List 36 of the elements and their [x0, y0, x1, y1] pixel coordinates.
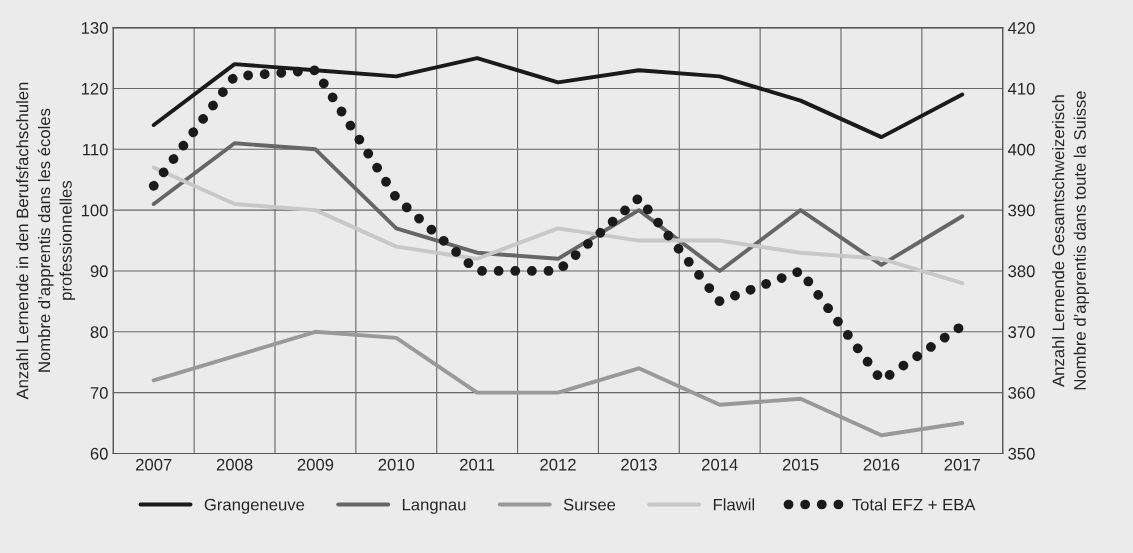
y2-tick-label: 410 [1007, 82, 1035, 95]
y-axis-title: Anzahl Lernende in den Berufsfachschulen Nombre d’apprentis dans les écoles professionnelles [16, 82, 76, 400]
legend-label: Flawil [713, 498, 755, 511]
x-tick-label: 2007 [136, 458, 172, 471]
line-series [151, 329, 965, 438]
y-tick-label: 130 [81, 22, 108, 34]
line-series [151, 165, 965, 286]
y2-tick-label: 390 [1008, 204, 1035, 217]
y2-tick-label: 350 [1008, 447, 1035, 460]
y-tick-label: 80 [90, 326, 108, 338]
legend-label: Grangeneuve [204, 498, 305, 514]
x-tick-label: 2008 [216, 458, 253, 471]
x-tick-label: 2013 [621, 458, 657, 471]
x-tick-label: 2015 [782, 458, 819, 471]
y-tick-label: 90 [90, 265, 108, 278]
x-tick-label: 2016 [863, 458, 900, 471]
x-tick-label: 2010 [378, 458, 415, 471]
x-tick-label: 2011 [460, 458, 495, 471]
y-tick-label: 70 [90, 387, 108, 399]
y2-tick-label: 380 [1008, 265, 1035, 278]
legend-label: Total EFZ + EBA [852, 498, 976, 511]
y2-tick-label: 360 [1008, 387, 1035, 399]
y2-tick-label: 370 [1008, 326, 1035, 338]
y-tick-label: 100 [81, 204, 108, 217]
x-tick-label: 2012 [540, 458, 576, 471]
x-tick-label: 2014 [702, 458, 738, 471]
y-tick-label: 110 [83, 143, 108, 156]
y2-axis-title: Anzahl Lernende Gesamtschweizerisch Nombre d’apprentis dans toute la Suisse [1052, 91, 1090, 390]
y2-tick-label: 400 [1007, 143, 1035, 156]
y-tick-label: 120 [81, 82, 108, 95]
x-tick-label: 2009 [297, 458, 334, 471]
legend-label: Langnau [402, 498, 466, 514]
x-tick-label: 2017 [944, 458, 980, 471]
legend-label: Sursee [563, 498, 616, 511]
y2-tick-label: 420 [1007, 22, 1035, 34]
y-tick-label: 60 [90, 447, 108, 460]
